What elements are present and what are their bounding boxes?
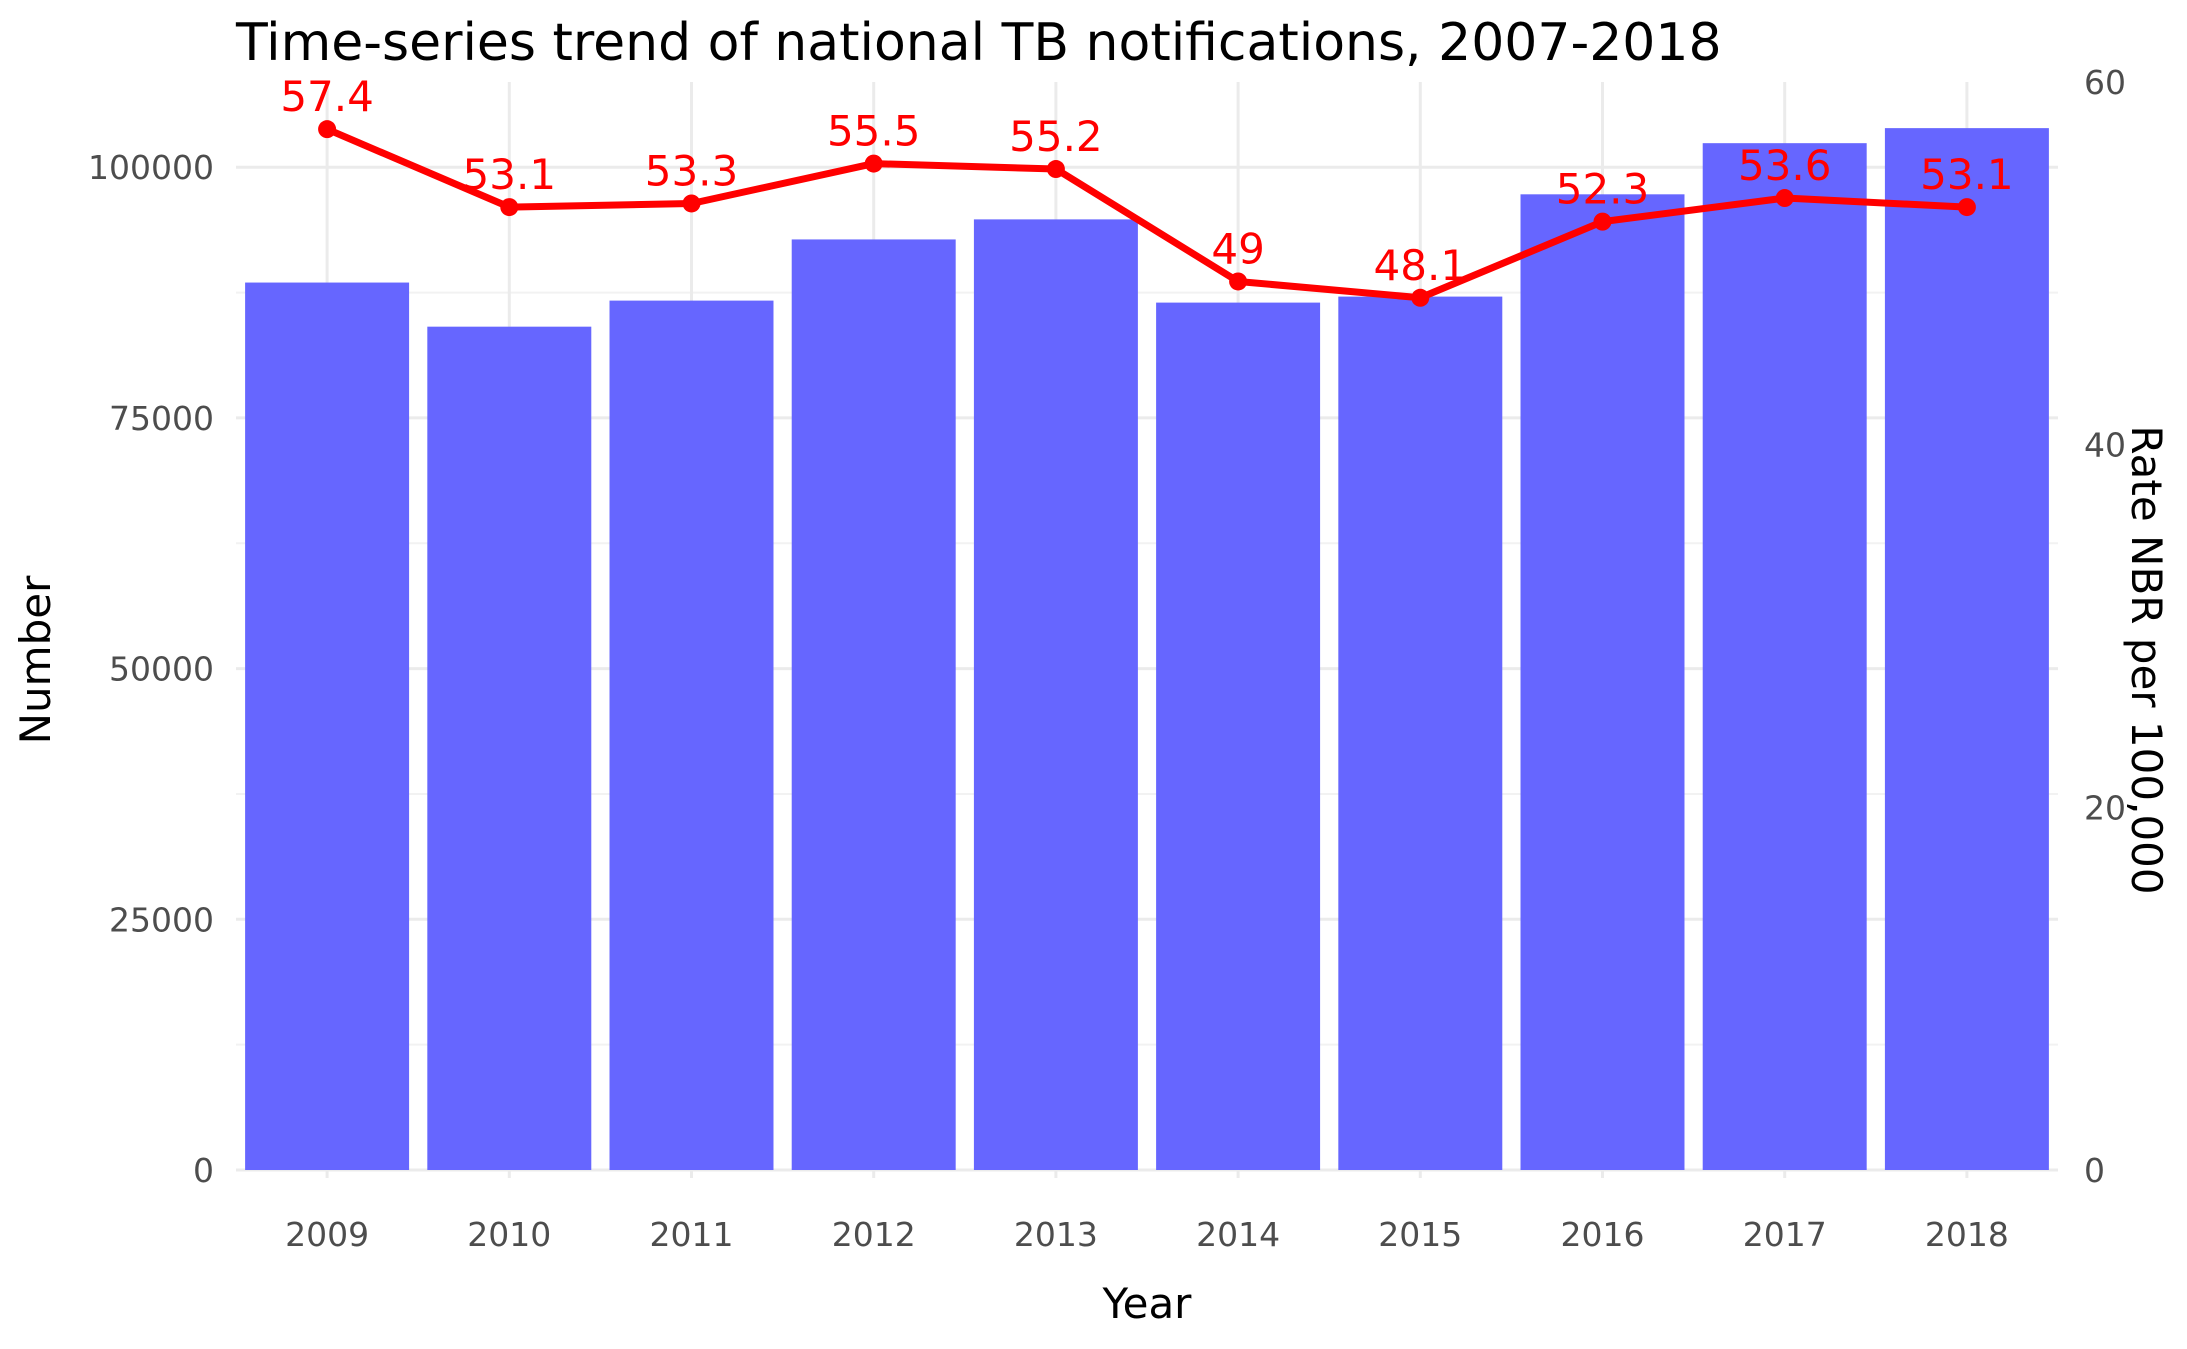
y2-tick-label: 60	[2084, 63, 2126, 102]
x-tick-label-2012: 2012	[832, 1215, 916, 1254]
bar-series	[245, 128, 2049, 1171]
rate-line	[325, 125, 1968, 302]
y2-tick-label: 20	[2084, 788, 2126, 827]
rate-label-2014: 49	[1211, 224, 1264, 273]
rate-point-2011	[682, 194, 701, 213]
y-tick-label: 50000	[109, 650, 214, 689]
rate-label-2015: 48.1	[1374, 241, 1468, 290]
bar-2018	[1884, 128, 2049, 1170]
rate-point-2016	[1593, 212, 1612, 231]
y-axis-title: Number	[11, 575, 60, 744]
rate-point-2009	[318, 120, 337, 139]
x-tick-label-2018: 2018	[1925, 1215, 2009, 1254]
x-axis-title: Year	[1102, 1279, 1193, 1328]
x-tick-label-2014: 2014	[1196, 1215, 1280, 1254]
rate-label-2012: 55.5	[827, 107, 921, 156]
y-tick-label: 0	[193, 1151, 214, 1190]
axes: 0 25000 50000 75000 100000 0 20 40 60 2009 2010 201…	[88, 63, 2126, 1254]
bar-2014	[1156, 302, 1321, 1171]
rate-label-2010: 53.1	[463, 150, 557, 199]
x-tick-label-2009: 2009	[285, 1215, 369, 1254]
rate-label-2009: 57.4	[280, 72, 374, 121]
x-tick-label-2017: 2017	[1743, 1215, 1827, 1254]
bar-2015	[1338, 296, 1503, 1171]
rate-label-2016: 52.3	[1556, 165, 1650, 214]
secondary-y-axis-title: Rate NBR per 100,000	[2122, 425, 2171, 894]
bar-2016	[1520, 194, 1685, 1170]
rate-label-2013: 55.2	[1009, 112, 1103, 161]
y2-tick-label: 40	[2084, 426, 2126, 465]
rate-point-2017	[1775, 189, 1794, 208]
bar-2013	[973, 219, 1138, 1171]
rate-label-2018: 53.1	[1920, 150, 2014, 199]
bar-2010	[427, 326, 592, 1170]
x-tick-label-2010: 2010	[467, 1215, 551, 1254]
rate-point-2014	[1229, 272, 1248, 291]
rate-point-2013	[1046, 160, 1065, 179]
rate-point-2018	[1957, 198, 1976, 217]
x-tick-label-2016: 2016	[1561, 1215, 1645, 1254]
bar-2012	[791, 239, 956, 1171]
y2-tick-label: 0	[2084, 1151, 2105, 1190]
line-series: 57.4 53.1 53.3 55.5 55.2 49 48.1 52.3 53.6 53.1	[280, 72, 2014, 307]
chart-title: Time-series trend of national TB notific…	[235, 13, 1722, 73]
y-tick-label: 100000	[88, 148, 214, 187]
x-tick-label-2013: 2013	[1014, 1215, 1098, 1254]
rate-label-2017: 53.6	[1738, 141, 1832, 190]
rate-point-2015	[1411, 288, 1430, 307]
y-tick-label: 25000	[109, 900, 214, 939]
bar-2011	[609, 300, 774, 1170]
rate-label-2011: 53.3	[645, 146, 739, 195]
x-tick-label-2015: 2015	[1378, 1215, 1462, 1254]
bar-2009	[245, 282, 410, 1171]
x-tick-label-2011: 2011	[650, 1215, 734, 1254]
bar-2017	[1702, 143, 1867, 1170]
y-tick-label: 75000	[109, 399, 214, 438]
rate-point-2012	[864, 154, 883, 173]
rate-point-2010	[500, 198, 519, 217]
